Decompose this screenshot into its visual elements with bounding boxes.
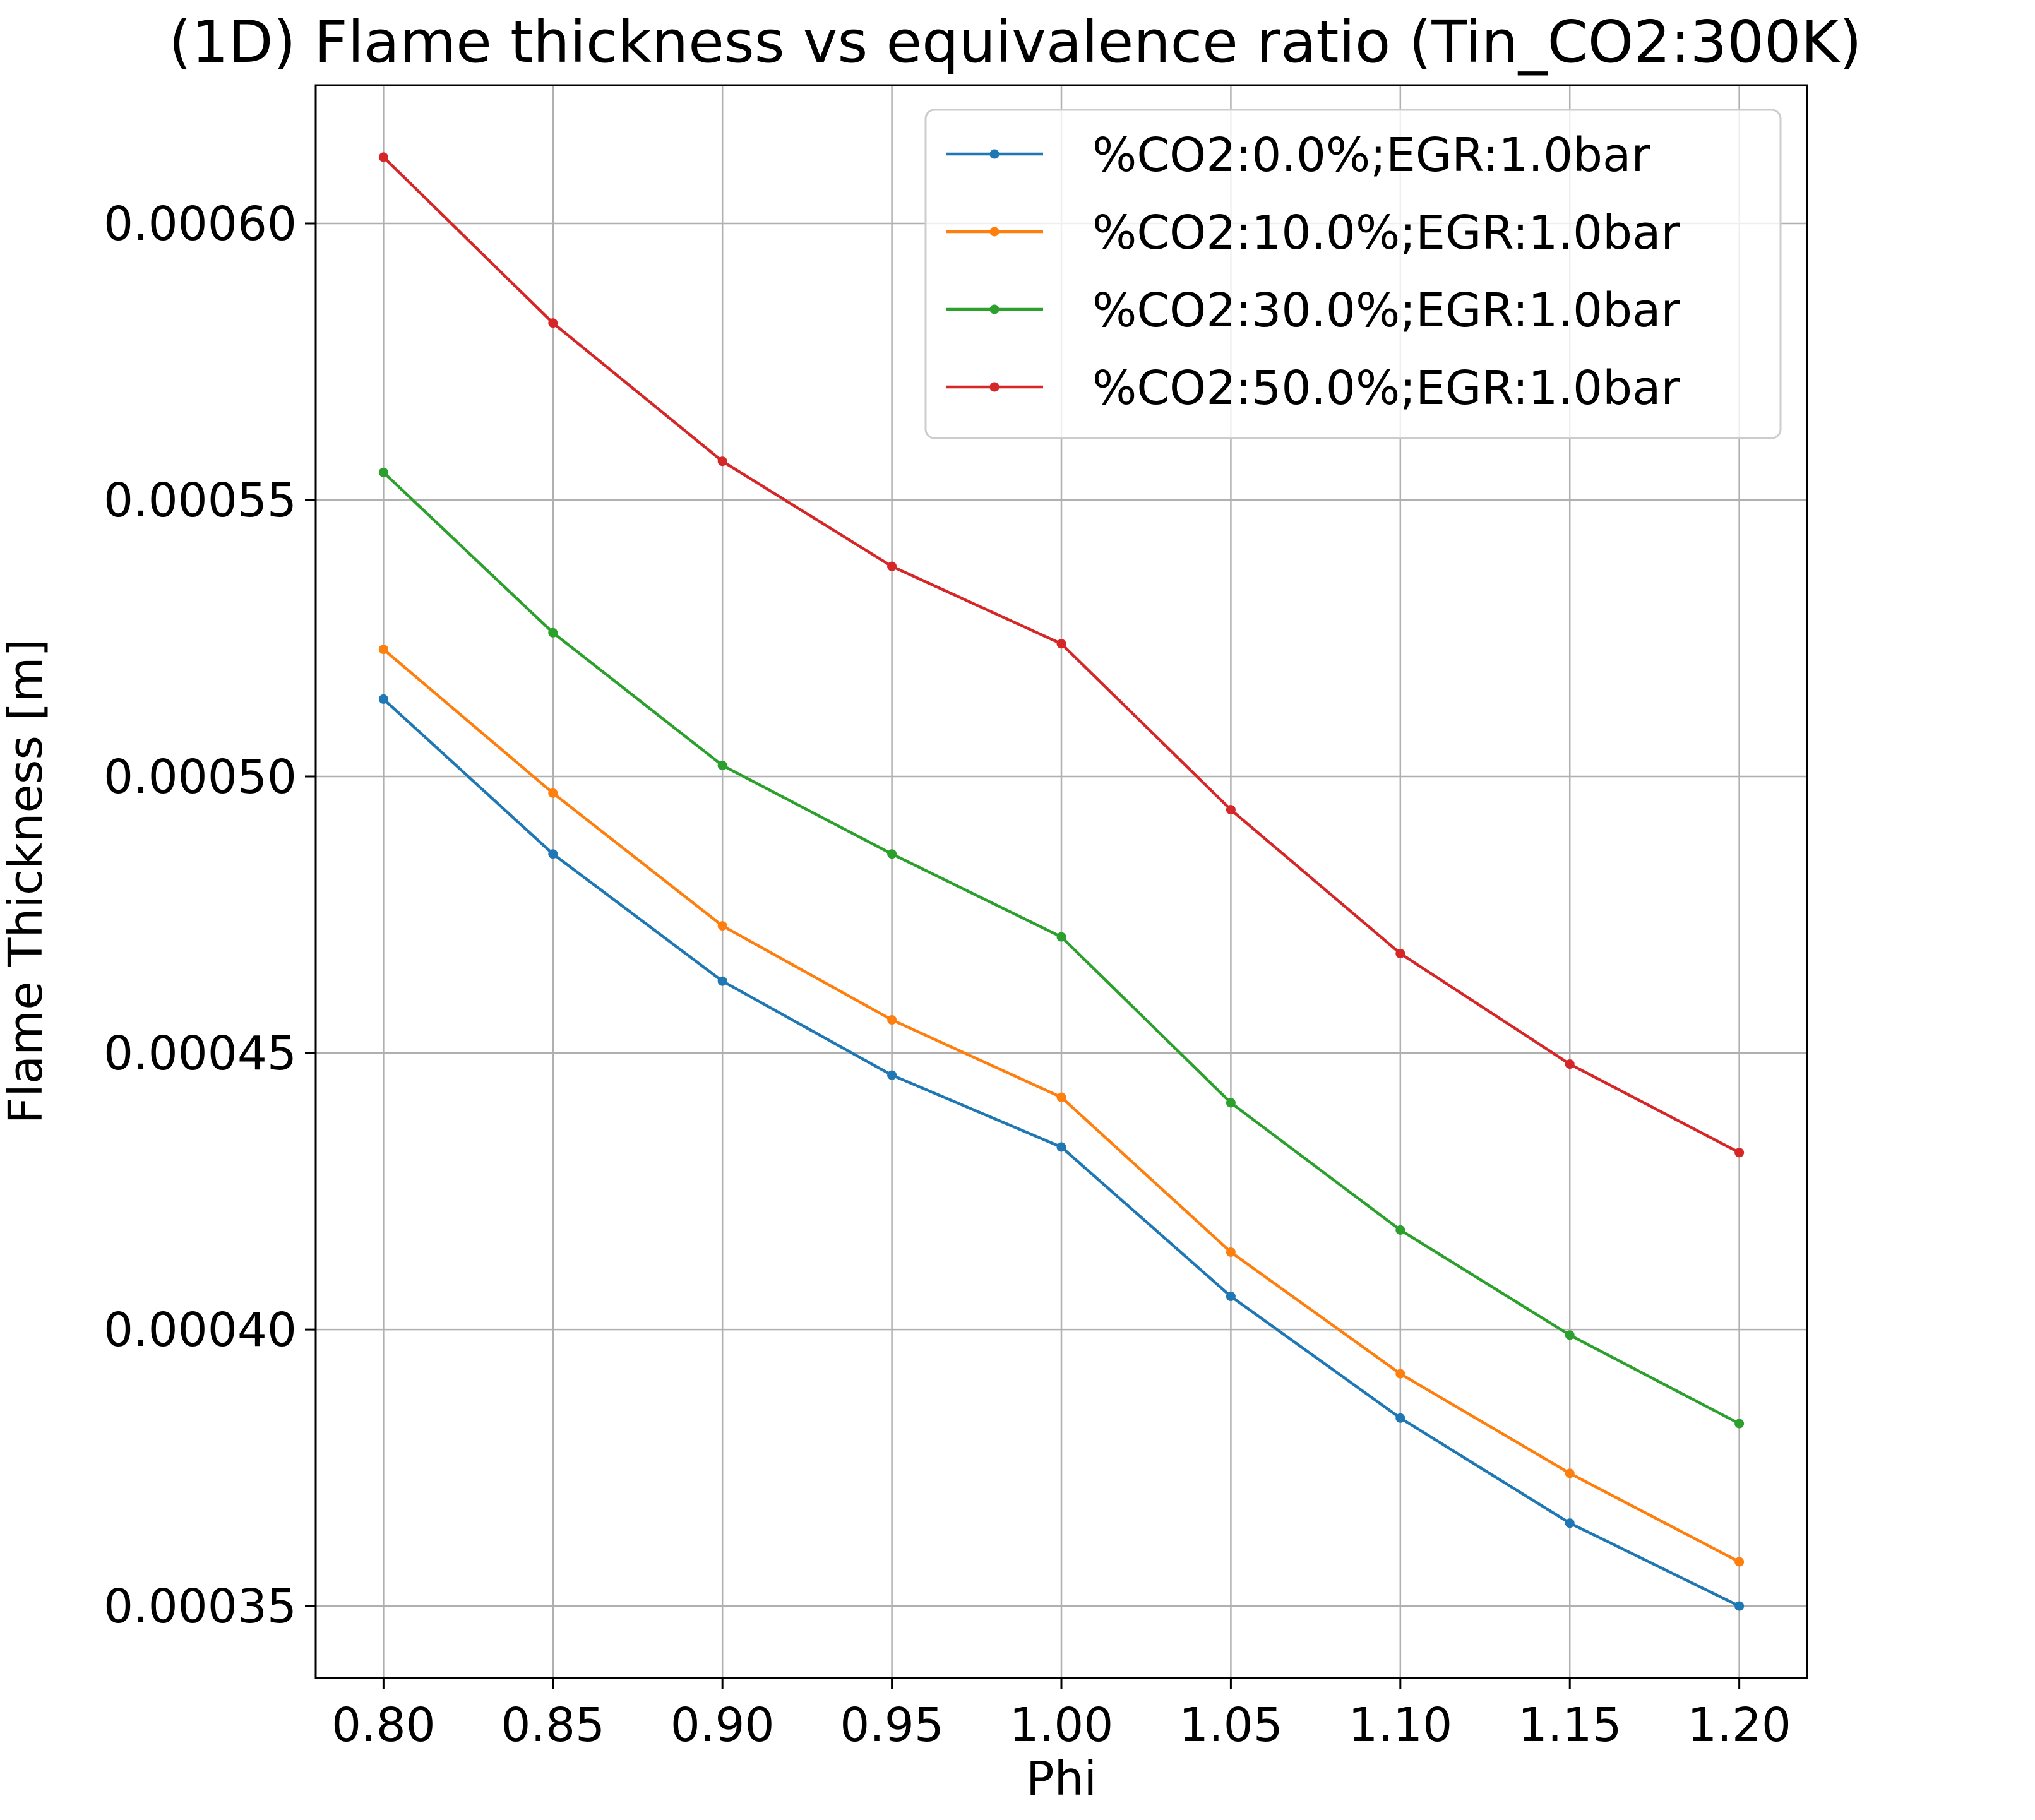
data-point [717, 976, 727, 986]
data-point [887, 1015, 897, 1025]
data-point [1226, 1247, 1236, 1257]
series-group [378, 152, 1745, 1611]
chart-title: (1D) Flame thickness vs equivalence rati… [169, 8, 1861, 76]
y-tick-label: 0.00060 [104, 197, 297, 251]
legend-marker [989, 304, 1000, 314]
data-point [548, 788, 558, 798]
series-2 [378, 467, 1745, 1429]
data-point [1395, 948, 1405, 958]
legend-item: %CO2:30.0%;EGR:1.0bar [946, 283, 1680, 338]
x-tick-label: 0.80 [331, 1698, 436, 1752]
x-tick-label: 0.90 [671, 1698, 775, 1752]
data-point [1056, 1142, 1066, 1152]
data-point [1734, 1419, 1745, 1429]
data-point [1395, 1225, 1405, 1235]
data-point [378, 152, 388, 162]
data-point [1056, 639, 1066, 649]
data-point [1734, 1601, 1745, 1611]
data-point [1226, 805, 1236, 815]
y-tick-label: 0.00055 [104, 473, 297, 528]
legend-marker [989, 227, 1000, 237]
data-point [887, 849, 897, 859]
legend-marker [989, 149, 1000, 159]
data-point [1395, 1369, 1405, 1379]
data-point [378, 645, 388, 655]
data-point [1734, 1148, 1745, 1158]
x-tick-label: 1.00 [1010, 1698, 1114, 1752]
axis-ticks: 0.80 0.85 0.90 0.95 1.00 1.05 1.10 1.15 1.20 0.00… [104, 197, 1791, 1752]
x-tick-label: 1.10 [1348, 1698, 1452, 1752]
legend-item: %CO2:10.0%;EGR:1.0bar [946, 206, 1680, 260]
series-3 [378, 152, 1745, 1158]
data-point [1565, 1059, 1575, 1069]
legend-items: %CO2:0.0%;EGR:1.0bar %CO2:10.0%;EGR:1.0ba… [946, 128, 1680, 415]
y-axis-label: Flame Thickness [m] [0, 639, 53, 1124]
x-tick-label: 0.95 [840, 1698, 944, 1752]
x-tick-label: 1.15 [1518, 1698, 1622, 1752]
y-tick-label: 0.00050 [104, 750, 297, 804]
legend: %CO2:0.0%;EGR:1.0bar %CO2:10.0%;EGR:1.0ba… [924, 109, 1782, 439]
data-point [1056, 932, 1066, 942]
y-tick-label: 0.00045 [104, 1026, 297, 1081]
x-axis-label: Phi [1026, 1752, 1097, 1806]
data-point [1226, 1292, 1236, 1302]
data-point [1056, 1092, 1066, 1102]
legend-label: %CO2:50.0%;EGR:1.0bar [1092, 361, 1680, 415]
legend-label: %CO2:0.0%;EGR:1.0bar [1092, 128, 1650, 182]
data-point [548, 318, 558, 328]
x-tick-label: 1.20 [1687, 1698, 1791, 1752]
data-point [1565, 1468, 1575, 1478]
data-point [548, 849, 558, 859]
legend-marker [989, 382, 1000, 392]
data-point [717, 761, 727, 771]
data-point [1734, 1557, 1745, 1567]
x-tick-label: 0.85 [501, 1698, 605, 1752]
data-point [378, 467, 388, 477]
series-0 [378, 694, 1745, 1611]
data-point [378, 694, 388, 704]
legend-item: %CO2:50.0%;EGR:1.0bar [946, 361, 1680, 415]
legend-item: %CO2:0.0%;EGR:1.0bar [946, 128, 1650, 182]
data-point [887, 1070, 897, 1080]
data-point [717, 456, 727, 467]
data-point [1395, 1413, 1405, 1423]
data-point [1226, 1098, 1236, 1108]
data-point [1565, 1330, 1575, 1340]
data-point [1565, 1518, 1575, 1528]
data-point [548, 627, 558, 638]
legend-box [924, 109, 1782, 439]
data-point [887, 561, 897, 571]
legend-label: %CO2:10.0%;EGR:1.0bar [1092, 206, 1680, 260]
series-1 [378, 645, 1745, 1567]
data-point [717, 921, 727, 931]
y-tick-label: 0.00035 [104, 1579, 297, 1634]
y-tick-label: 0.00040 [104, 1303, 297, 1357]
x-tick-label: 1.05 [1179, 1698, 1283, 1752]
legend-label: %CO2:30.0%;EGR:1.0bar [1092, 283, 1680, 338]
